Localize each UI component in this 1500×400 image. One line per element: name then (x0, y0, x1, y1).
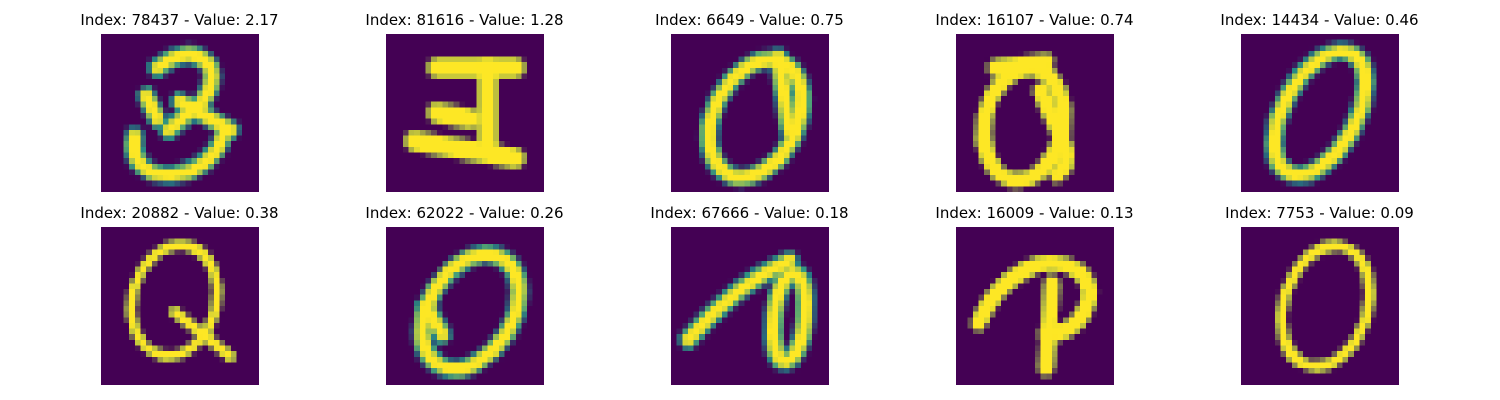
digit-image (670, 34, 829, 192)
panel-title: Index: 20882 - Value: 0.38 (80, 204, 279, 222)
digit-image (955, 227, 1114, 385)
digit-image (100, 34, 259, 192)
panel: Index: 16009 - Value: 0.13 (892, 193, 1177, 385)
panel: Index: 67666 - Value: 0.18 (607, 193, 892, 385)
digit-image (100, 227, 259, 385)
panel: Index: 14434 - Value: 0.46 (1177, 0, 1462, 192)
digit-image (955, 34, 1114, 192)
digit-image (670, 227, 829, 385)
panel: Index: 16107 - Value: 0.74 (892, 0, 1177, 192)
panel-title: Index: 67666 - Value: 0.18 (650, 204, 849, 222)
panel-title: Index: 16107 - Value: 0.74 (935, 11, 1134, 29)
panel: Index: 78437 - Value: 2.17 (37, 0, 322, 192)
digit-image (385, 227, 544, 385)
panel: Index: 20882 - Value: 0.38 (37, 193, 322, 385)
digit-image (1240, 227, 1399, 385)
panel-title: Index: 81616 - Value: 1.28 (365, 11, 564, 29)
panel: Index: 81616 - Value: 1.28 (322, 0, 607, 192)
digit-image (1240, 34, 1399, 192)
digit-image (385, 34, 544, 192)
panel-title: Index: 7753 - Value: 0.09 (1225, 204, 1414, 222)
panel-title: Index: 62022 - Value: 0.26 (365, 204, 564, 222)
panel-title: Index: 16009 - Value: 0.13 (935, 204, 1134, 222)
panel-title: Index: 78437 - Value: 2.17 (80, 11, 279, 29)
panel-title: Index: 6649 - Value: 0.75 (655, 11, 844, 29)
panel-title: Index: 14434 - Value: 0.46 (1220, 11, 1419, 29)
panel: Index: 6649 - Value: 0.75 (607, 0, 892, 192)
panel: Index: 62022 - Value: 0.26 (322, 193, 607, 385)
panel: Index: 7753 - Value: 0.09 (1177, 193, 1462, 385)
